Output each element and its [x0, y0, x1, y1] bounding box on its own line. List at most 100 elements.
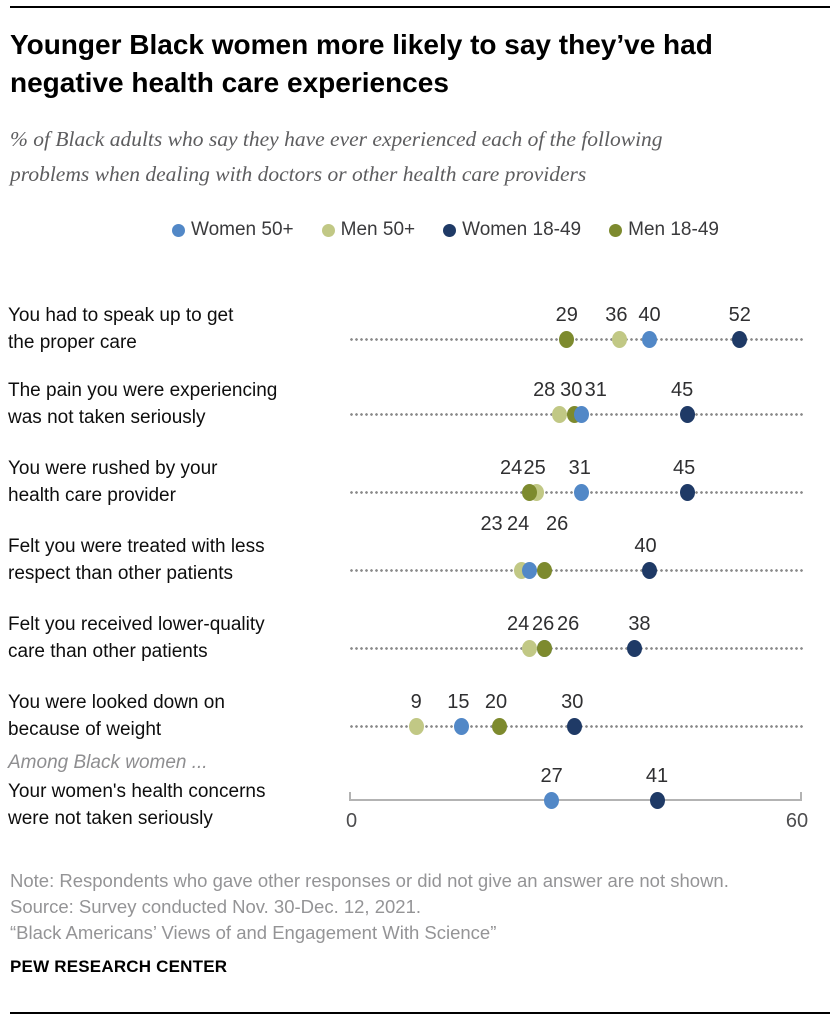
data-point-men-18-49 — [491, 717, 507, 735]
chart-subtitle-line-1: % of Black adults who say they have ever… — [10, 127, 663, 151]
value-label: 36 — [605, 304, 628, 326]
data-point-women-50- — [544, 791, 560, 809]
category-label: Your women's health concerns were not tak… — [8, 778, 344, 832]
value-label: 15 — [447, 691, 470, 713]
data-point-men-50- — [551, 405, 567, 423]
category-label-line: Your women's health concerns — [8, 781, 266, 802]
legend-item-women-18-49: Women 18-49 — [443, 219, 581, 241]
data-point-women-50- — [574, 483, 590, 501]
data-point-women-50- — [642, 330, 657, 348]
data-point-women-18-49 — [732, 330, 748, 348]
value-label: 40 — [634, 535, 657, 557]
x-axis-tick-label: 0 — [345, 810, 358, 832]
dotted-leader-line — [348, 568, 804, 572]
chart-subtitle: % of Black adults who say they have ever… — [10, 122, 830, 192]
value-label: 40 — [638, 304, 661, 326]
value-label: 41 — [645, 765, 669, 787]
source-text: Source: Survey conducted Nov. 30-Dec. 12… — [10, 896, 422, 917]
data-point-men-50- — [521, 639, 537, 657]
data-point-women-50- — [521, 561, 537, 579]
category-label-line: You were rushed by your — [8, 458, 218, 479]
value-label: 9 — [410, 691, 422, 713]
value-label: 52 — [728, 304, 751, 326]
value-label: 26 — [557, 613, 580, 635]
citation-text: “Black Americans’ Views of and Engagemen… — [10, 922, 497, 943]
data-point-men-18-49 — [536, 561, 552, 579]
category-label-line: Felt you received lower-quality — [8, 614, 265, 635]
value-label: 45 — [671, 379, 694, 401]
data-point-men-50- — [408, 717, 424, 735]
legend-label: Women 18-49 — [462, 219, 582, 240]
value-label: 45 — [673, 457, 696, 479]
value-label: 30 — [561, 691, 584, 713]
value-label: 27 — [540, 765, 563, 787]
legend-item-women-50-: Women 50+ — [172, 219, 294, 241]
data-point-women-18-49 — [626, 639, 642, 657]
value-label: 29 — [555, 304, 578, 326]
top-rule — [10, 6, 830, 8]
value-label: 25 — [523, 457, 546, 479]
category-label-line: the proper care — [8, 332, 137, 353]
value-label: 38 — [628, 613, 651, 635]
value-label: 31 — [568, 457, 591, 479]
bottom-rule — [10, 1012, 830, 1014]
data-point-women-18-49 — [679, 405, 695, 423]
category-label-line: You were looked down on — [8, 692, 225, 713]
data-point-men-18-49 — [521, 483, 537, 501]
value-label: 24 — [506, 613, 530, 635]
value-label: 28 — [533, 379, 556, 401]
x-axis-end-tick — [800, 792, 802, 800]
data-point-men-18-49 — [536, 639, 552, 657]
note-text: Note: Respondents who gave other respons… — [10, 870, 729, 891]
category-kicker: Among Black women ... — [8, 752, 208, 773]
category-label-line: care than other patients — [8, 641, 208, 662]
legend-item-men-18-49: Men 18-49 — [609, 219, 719, 241]
legend-dot-icon — [609, 223, 623, 237]
x-axis-line — [348, 799, 802, 801]
dotted-leader-line — [348, 646, 804, 650]
legend-dot-icon — [321, 223, 335, 237]
chart-subtitle-line-2: problems when dealing with doctors or ot… — [10, 162, 587, 186]
category-label: You were rushed by your health care provi… — [8, 455, 344, 509]
x-axis-end-tick — [348, 792, 351, 800]
category-label-line: was not taken seriously — [8, 407, 206, 428]
x-axis-tick-label: 60 — [785, 810, 809, 832]
category-label-line: You had to speak up to get — [8, 305, 234, 326]
pew-research-center-wordmark: PEW RESEARCH CENTER — [10, 957, 228, 976]
category-label: Felt you were treated with less respect t… — [8, 533, 344, 587]
category-label: You had to speak up to get the proper car… — [8, 302, 344, 356]
value-label: 31 — [584, 379, 607, 401]
value-label: 23 — [480, 513, 503, 535]
data-point-women-18-49 — [642, 561, 657, 579]
data-point-men-18-49 — [559, 330, 575, 348]
legend-label: Men 50+ — [340, 219, 416, 240]
legend-dot-icon — [443, 223, 457, 237]
value-label: 24 — [499, 457, 523, 479]
data-point-women-18-49 — [566, 717, 582, 735]
data-point-women-50- — [453, 717, 469, 735]
chart-title-line-2: negative health care experiences — [10, 67, 449, 98]
data-point-women-50- — [574, 405, 590, 423]
value-label: 24 — [506, 513, 530, 535]
category-label-line: respect than other patients — [8, 563, 233, 584]
category-label-line: health care provider — [8, 485, 176, 506]
category-label: Felt you received lower-quality care than… — [8, 611, 344, 665]
legend-item-men-50-: Men 50+ — [321, 219, 416, 241]
category-label-line: because of weight — [8, 719, 162, 740]
legend-label: Women 50+ — [191, 219, 294, 240]
chart-title-line-1: Younger Black women more likely to say t… — [10, 29, 713, 60]
value-label: 26 — [546, 513, 569, 535]
data-point-women-18-49 — [649, 791, 665, 809]
category-label-line: Felt you were treated with less — [8, 536, 265, 557]
legend-label: Men 18-49 — [628, 219, 719, 240]
category-label-line: were not taken seriously — [8, 808, 213, 829]
data-point-men-50- — [611, 330, 627, 348]
footnotes: Note: Respondents who gave other respons… — [10, 868, 830, 946]
category-label: You were looked down on because of weight — [8, 689, 344, 743]
category-label-line: The pain you were experiencing — [8, 380, 278, 401]
category-label: The pain you were experiencing was not ta… — [8, 377, 344, 431]
legend: Women 50+ Men 50+ Women 18-49 Men 18-49 — [172, 219, 719, 241]
value-label: 20 — [484, 691, 508, 713]
dotted-leader-line — [348, 337, 804, 341]
